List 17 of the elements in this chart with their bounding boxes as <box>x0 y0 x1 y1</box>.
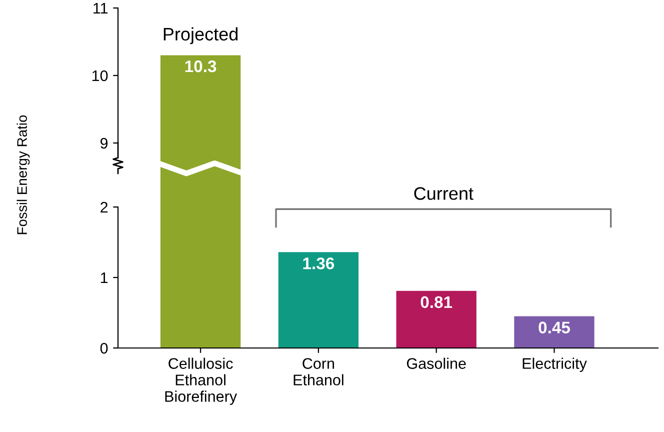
data-label: 0.81 <box>420 296 452 308</box>
x-tick-label: Corn Ethanol <box>294 358 344 386</box>
x-tick-label: Cellulosic Ethanol Biorefinery <box>165 358 238 405</box>
y-tick-label: 10 <box>92 70 108 82</box>
annotation: Projected <box>164 27 238 44</box>
y-tick-label: 2 <box>100 202 108 213</box>
y-tick-label: 0 <box>100 342 108 354</box>
text: Current <box>414 187 474 200</box>
y-tick-label: 9 <box>100 138 108 149</box>
y-tick-label: 11 <box>94 3 108 14</box>
data-label: 10.3 <box>185 60 216 72</box>
x-tick-label: Electricity <box>522 358 587 372</box>
data-label: 0.45 <box>538 322 570 334</box>
y-tick-label: 1 <box>100 272 108 284</box>
data-label: 1.36 <box>303 257 334 270</box>
y-axis-title: Fossil Energy Ratio <box>16 115 30 234</box>
x-tick-label: Gasoline <box>406 358 466 369</box>
